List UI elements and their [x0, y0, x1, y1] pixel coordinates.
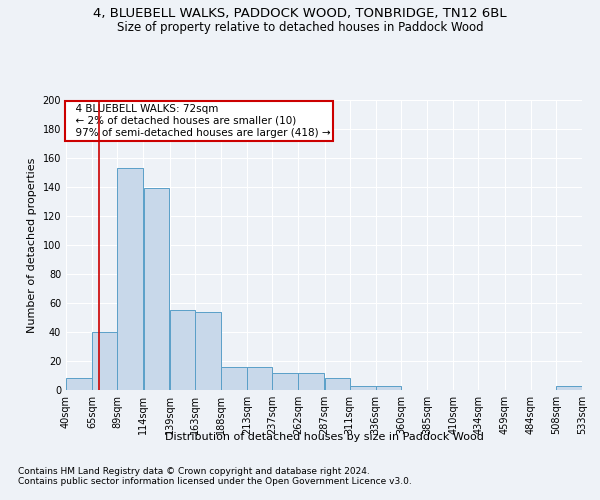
Y-axis label: Number of detached properties: Number of detached properties [27, 158, 37, 332]
Bar [143, 188, 169, 390]
Bar [298, 372, 325, 390]
Bar [66, 378, 92, 390]
Bar [247, 367, 272, 390]
Bar [350, 386, 376, 390]
Bar [92, 332, 117, 390]
Bar [195, 312, 221, 390]
Text: Contains public sector information licensed under the Open Government Licence v3: Contains public sector information licen… [18, 477, 412, 486]
Text: 4 BLUEBELL WALKS: 72sqm
  ← 2% of detached houses are smaller (10)
  97% of semi: 4 BLUEBELL WALKS: 72sqm ← 2% of detached… [68, 104, 330, 138]
Text: Size of property relative to detached houses in Paddock Wood: Size of property relative to detached ho… [116, 21, 484, 34]
Bar [376, 386, 401, 390]
Bar [118, 168, 143, 390]
Text: 4, BLUEBELL WALKS, PADDOCK WOOD, TONBRIDGE, TN12 6BL: 4, BLUEBELL WALKS, PADDOCK WOOD, TONBRID… [93, 8, 507, 20]
Bar [325, 378, 350, 390]
Text: Distribution of detached houses by size in Paddock Wood: Distribution of detached houses by size … [164, 432, 484, 442]
Text: Contains HM Land Registry data © Crown copyright and database right 2024.: Contains HM Land Registry data © Crown c… [18, 467, 370, 476]
Bar [221, 367, 247, 390]
Bar [170, 310, 194, 390]
Bar [556, 386, 582, 390]
Bar [272, 372, 298, 390]
